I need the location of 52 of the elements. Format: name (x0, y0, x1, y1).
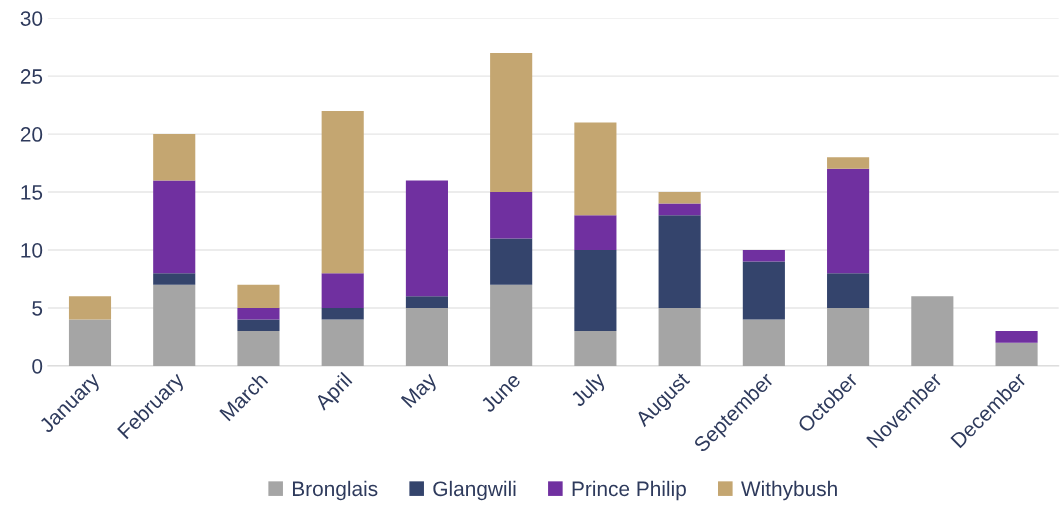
bar (153, 284, 196, 366)
y-tick-label: 15 (21, 185, 43, 200)
bar (742, 319, 785, 366)
bar (237, 307, 280, 320)
bar (321, 110, 364, 274)
bar (237, 331, 280, 366)
bar (574, 215, 617, 250)
bar (405, 180, 448, 297)
bar (827, 168, 870, 274)
bar (574, 331, 617, 366)
x-tick-label: July (569, 370, 610, 411)
x-tick-label: May (400, 371, 441, 412)
bar (995, 342, 1038, 366)
bar (911, 296, 954, 366)
y-tick-label: 5 (32, 301, 43, 316)
bar (153, 180, 196, 274)
y-tick-label: 10 (21, 242, 43, 258)
bar (742, 261, 785, 320)
y-tick-label: 20 (20, 127, 43, 142)
bar (742, 249, 785, 262)
bar (574, 122, 617, 216)
legend-label: Glangwili (433, 480, 516, 501)
bar (658, 307, 701, 366)
bar (827, 157, 870, 169)
bar (237, 319, 280, 332)
y-tick-label: 30 (20, 11, 43, 26)
legend-label: Prince Philip (572, 480, 686, 501)
y-tick-label: 0 (32, 358, 43, 374)
bar (490, 238, 533, 285)
bar (321, 273, 364, 308)
bar (321, 307, 364, 320)
bar (321, 319, 364, 366)
bar (68, 319, 112, 366)
bar (490, 192, 533, 239)
bar (153, 273, 196, 285)
y-tick-label: 25 (20, 69, 43, 84)
bar (68, 296, 112, 320)
bar (827, 273, 870, 308)
legend-label: Withybush (741, 480, 837, 501)
bar (658, 215, 701, 308)
bar (237, 284, 280, 308)
bar (827, 307, 870, 366)
bar (658, 192, 701, 204)
bar (658, 203, 701, 216)
bar (405, 307, 448, 366)
bar (153, 134, 196, 181)
bar (995, 331, 1038, 343)
bar (490, 52, 533, 193)
bar (405, 296, 448, 308)
bar (574, 249, 617, 332)
legend-label: Bronglais (292, 480, 378, 501)
bar (490, 284, 533, 366)
